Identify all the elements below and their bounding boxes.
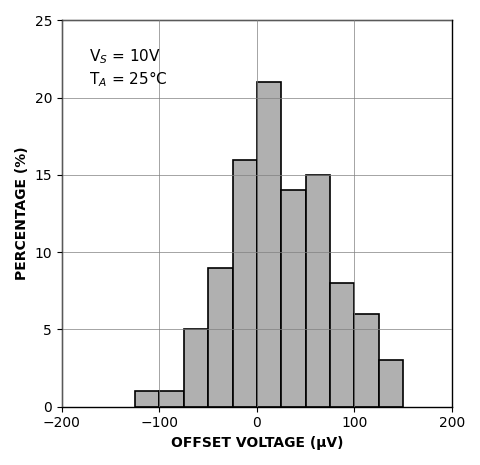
- Bar: [257, 82, 281, 407]
- Bar: [159, 391, 184, 407]
- Bar: [135, 391, 159, 407]
- Y-axis label: PERCENTAGE (%): PERCENTAGE (%): [15, 147, 29, 280]
- Bar: [281, 191, 306, 407]
- Text: V$_S$ = 10V
T$_A$ = 25°C: V$_S$ = 10V T$_A$ = 25°C: [89, 47, 168, 89]
- Bar: [330, 283, 354, 407]
- Bar: [232, 159, 257, 407]
- Bar: [354, 314, 379, 407]
- Bar: [208, 268, 232, 407]
- Bar: [379, 360, 403, 407]
- X-axis label: OFFSET VOLTAGE (μV): OFFSET VOLTAGE (μV): [170, 436, 343, 450]
- Bar: [306, 175, 330, 407]
- Bar: [184, 330, 208, 407]
